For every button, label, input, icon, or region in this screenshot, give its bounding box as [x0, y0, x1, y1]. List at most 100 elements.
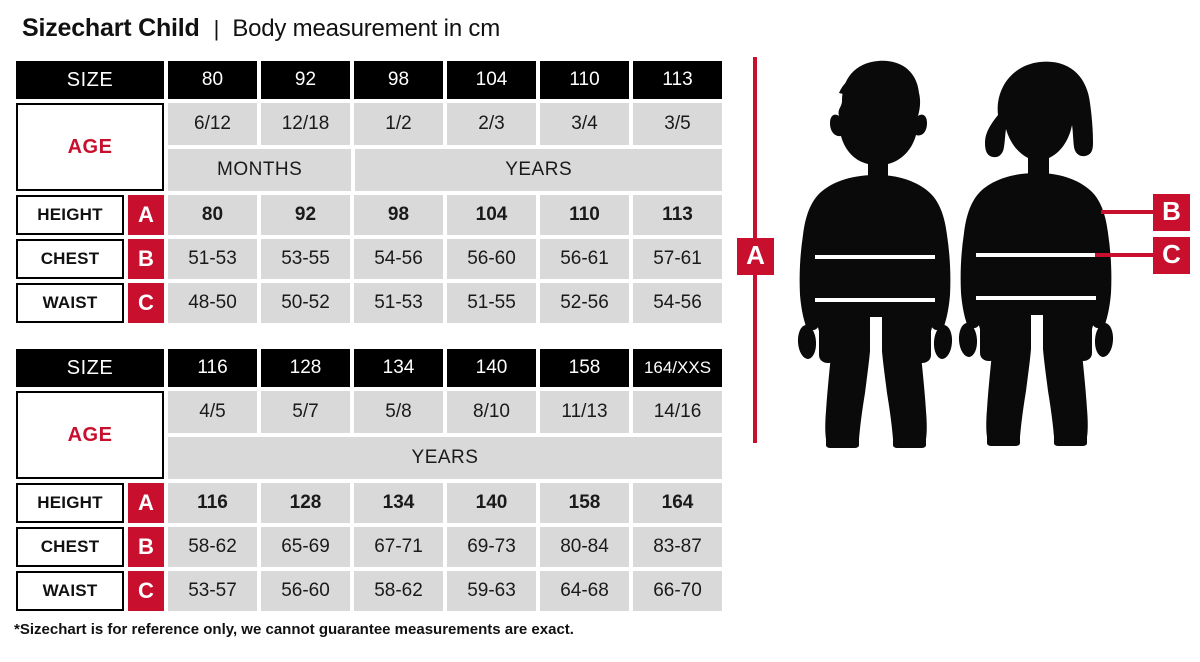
table-cell: 48-50	[168, 283, 257, 323]
chest-label: CHEST	[16, 239, 124, 279]
age-unit-years: YEARS	[355, 149, 722, 191]
size-values: 116 128 134 140 158 164/XXS	[168, 349, 722, 387]
marker-b-letter: B	[1162, 196, 1181, 226]
size-values: 80 92 98 104 110 113	[168, 61, 722, 99]
table-cell: 14/16	[633, 391, 722, 433]
table-cell: 128	[261, 483, 350, 523]
waist-label: WAIST	[16, 571, 124, 611]
table-cell: 57-61	[633, 239, 722, 279]
height-values: 80 92 98 104 110 113	[168, 195, 722, 235]
table-cell: 134	[354, 349, 443, 387]
table-cell: 134	[354, 483, 443, 523]
age-values-row: 4/5 5/7 5/8 8/10 11/13 14/16	[168, 391, 722, 433]
waist-band-girl	[976, 296, 1096, 300]
table-cell: 69-73	[447, 527, 536, 567]
size-header-label: SIZE	[16, 349, 164, 387]
marker-a: A	[737, 238, 774, 275]
table-cell: 11/13	[540, 391, 629, 433]
table-cell: 58-62	[168, 527, 257, 567]
table-cell: 113	[633, 195, 722, 235]
table-cell: 58-62	[354, 571, 443, 611]
title-separator: |	[213, 16, 220, 41]
age-label: AGE	[67, 423, 113, 446]
waist-band-boy	[815, 298, 935, 302]
table-cell: 4/5	[168, 391, 257, 433]
table-row-waist: WAIST C 53-57 56-60 58-62 59-63 64-68 66…	[16, 571, 722, 611]
table-cell: 51-53	[168, 239, 257, 279]
table-cell: 64-68	[540, 571, 629, 611]
table-row-chest: CHEST B 58-62 65-69 67-71 69-73 80-84 83…	[16, 527, 722, 567]
table-cell: 1/2	[354, 103, 443, 145]
chest-label: CHEST	[16, 527, 124, 567]
age-unit-row: YEARS	[168, 437, 722, 479]
table-cell: 56-60	[261, 571, 350, 611]
table-cell: 66-70	[633, 571, 722, 611]
table-cell: 110	[540, 61, 629, 99]
badge-a: A	[128, 195, 164, 235]
table-cell: 6/12	[168, 103, 257, 145]
table-cell: 80-84	[540, 527, 629, 567]
table-cell: 158	[540, 349, 629, 387]
table-cell: 116	[168, 483, 257, 523]
table-cell: 113	[633, 61, 722, 99]
chest-band-boy	[815, 255, 935, 259]
table-cell: 51-53	[354, 283, 443, 323]
table-cell: 3/5	[633, 103, 722, 145]
table-cell: 164	[633, 483, 722, 523]
marker-a-letter: A	[746, 240, 765, 270]
size-header-label: SIZE	[16, 61, 164, 99]
marker-c: C	[1095, 237, 1190, 274]
table-cell: 65-69	[261, 527, 350, 567]
chest-values: 51-53 53-55 54-56 56-60 56-61 57-61	[168, 239, 722, 279]
table-row-age: AGE 4/5 5/7 5/8 8/10 11/13 14/16 YEARS	[16, 391, 722, 479]
page-title-subtitle: Body measurement in cm	[232, 15, 501, 42]
chest-values: 58-62 65-69 67-71 69-73 80-84 83-87	[168, 527, 722, 567]
table-cell: 80	[168, 195, 257, 235]
table-row-size: SIZE 80 92 98 104 110 113	[16, 61, 722, 99]
table-cell: 3/4	[540, 103, 629, 145]
page-title: Sizechart Child | Body measurement in cm	[22, 14, 500, 43]
waist-values: 53-57 56-60 58-62 59-63 64-68 66-70	[168, 571, 722, 611]
marker-c-badge	[1153, 237, 1190, 274]
age-label: AGE	[67, 135, 113, 158]
marker-b-badge	[1153, 194, 1190, 231]
table-cell: 104	[447, 61, 536, 99]
marker-b: B	[1101, 194, 1190, 231]
table-row-waist: WAIST C 48-50 50-52 51-53 51-55 52-56 54…	[16, 283, 722, 323]
table-cell: 5/7	[261, 391, 350, 433]
badge-b: B	[128, 527, 164, 567]
table-cell: 158	[540, 483, 629, 523]
age-unit-row: MONTHS YEARS	[168, 149, 722, 191]
table-cell: 128	[261, 349, 350, 387]
height-values: 116 128 134 140 158 164	[168, 483, 722, 523]
age-unit-years: YEARS	[168, 437, 722, 479]
table-cell: 83-87	[633, 527, 722, 567]
table-cell: 59-63	[447, 571, 536, 611]
table-cell: 52-56	[540, 283, 629, 323]
height-label: HEIGHT	[16, 195, 124, 235]
sizechart-table-infant: SIZE 80 92 98 104 110 113 AGE 6/12 12/18…	[16, 61, 722, 323]
table-row-height: HEIGHT A 80 92 98 104 110 113	[16, 195, 722, 235]
table-cell: 51-55	[447, 283, 536, 323]
age-values-row: 6/12 12/18 1/2 2/3 3/4 3/5	[168, 103, 722, 145]
girl-silhouette	[958, 61, 1114, 446]
table-cell: 104	[447, 195, 536, 235]
age-label-box: AGE	[16, 103, 164, 191]
table-cell: 67-71	[354, 527, 443, 567]
table-cell: 92	[261, 195, 350, 235]
badge-a: A	[128, 483, 164, 523]
table-cell: 164/XXS	[633, 349, 722, 387]
table-cell: 80	[168, 61, 257, 99]
table-row-size: SIZE 116 128 134 140 158 164/XXS	[16, 349, 722, 387]
table-cell: 54-56	[633, 283, 722, 323]
table-cell: 53-57	[168, 571, 257, 611]
table-cell: 140	[447, 483, 536, 523]
boy-silhouette	[797, 60, 953, 448]
table-cell: 140	[447, 349, 536, 387]
table-cell: 53-55	[261, 239, 350, 279]
marker-a-badge	[737, 238, 774, 275]
waist-label: WAIST	[16, 283, 124, 323]
age-unit-months: MONTHS	[168, 149, 352, 191]
disclaimer-note: *Sizechart is for reference only, we can…	[14, 621, 574, 638]
table-cell: 56-60	[447, 239, 536, 279]
